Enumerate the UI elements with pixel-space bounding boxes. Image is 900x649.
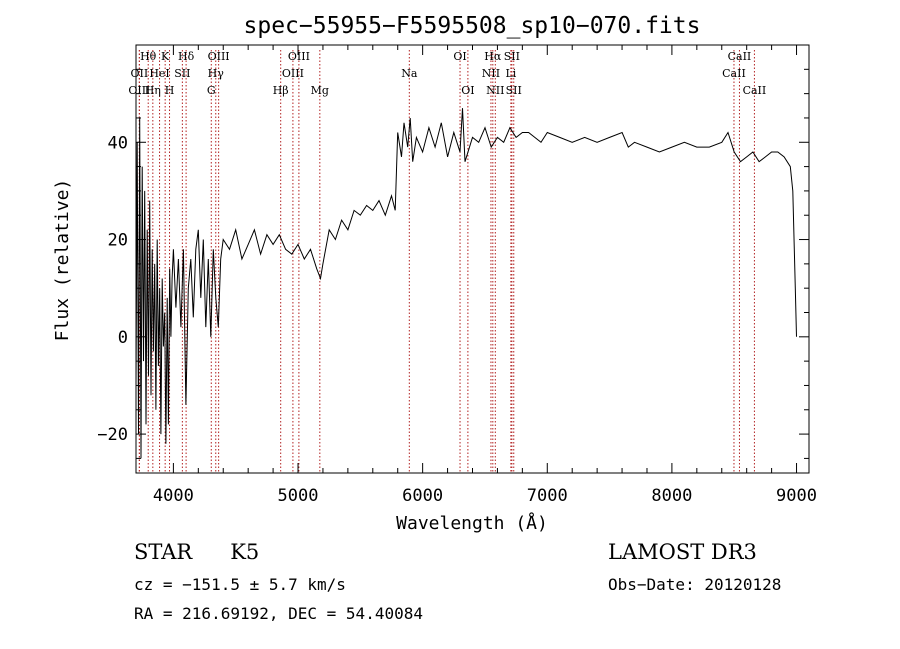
- y-axis: −20 0 20 40: [97, 68, 809, 459]
- spectrum-series-line: [135, 108, 797, 459]
- line-label-23: NII: [486, 84, 504, 97]
- line-label-25: CaII: [728, 50, 752, 63]
- x-tick-label-2: 6000: [402, 486, 443, 506]
- line-label-18: OI: [461, 84, 474, 97]
- plot-frame: [135, 44, 810, 474]
- class-label: STAR: [134, 540, 193, 564]
- y-axis-label: Flux (relative): [52, 179, 73, 342]
- line-label-21: NII: [482, 67, 500, 80]
- y-tick-label-2: 20: [108, 231, 128, 251]
- line-label-4: HeI: [149, 67, 169, 80]
- line-label-16: Na: [401, 67, 418, 80]
- spectral-class: STAR K5: [134, 540, 259, 564]
- line-label-24: SII: [506, 84, 522, 97]
- line-label-26: CaII: [722, 67, 746, 80]
- obs-date-label: Obs−Date: 20120128: [608, 575, 782, 594]
- line-label-15: Mg: [311, 84, 329, 97]
- line-label-3: K: [161, 50, 170, 63]
- line-label-22: Li: [505, 67, 516, 80]
- x-tick-label-3: 7000: [527, 486, 568, 506]
- line-label-13: OIII: [282, 67, 304, 80]
- line-label-9: OIII: [208, 50, 230, 63]
- x-axis: 4000 5000 6000 7000 8000 9000: [153, 45, 817, 506]
- line-label-1: OII: [131, 67, 149, 80]
- chart-title: spec−55955−F5595508_sp10−070.fits: [244, 13, 701, 39]
- coordinates-label: RA = 216.69192, DEC = 54.40084: [134, 604, 423, 623]
- line-label-8: H: [165, 84, 175, 97]
- line-label-17: OI: [453, 50, 466, 63]
- line-label-10: Hγ: [208, 67, 225, 80]
- emission-line-markers: [138, 50, 755, 473]
- x-tick-label-4: 8000: [651, 486, 692, 506]
- x-tick-label-0: 4000: [153, 486, 194, 506]
- line-label-6: Hδ: [178, 50, 195, 63]
- survey-label: LAMOST DR3: [608, 540, 757, 564]
- subclass-label: K5: [230, 540, 260, 564]
- line-label-11: G: [207, 84, 216, 97]
- line-label-14: Hβ: [273, 84, 289, 97]
- x-tick-label-5: 9000: [776, 486, 817, 506]
- line-label-7: SII: [174, 67, 190, 80]
- x-axis-label: Wavelength (Å): [396, 512, 548, 534]
- y-tick-label-3: 40: [108, 133, 128, 153]
- line-label-2: OIII: [128, 84, 150, 97]
- y-tick-label-0: −20: [97, 425, 128, 445]
- line-label-27: CaII: [743, 84, 767, 97]
- y-tick-label-1: 0: [118, 328, 128, 348]
- x-tick-label-1: 5000: [278, 486, 319, 506]
- emission-line-labels: Hθ OII OIII K HeI Hη Hδ SII H OIII Hγ G OIII OIII Hβ Mg…: [128, 50, 766, 97]
- line-label-0: Hθ: [140, 50, 157, 63]
- line-label-12: OIII: [288, 50, 310, 63]
- line-label-19: Hα: [484, 50, 502, 63]
- line-label-5: Hη: [145, 84, 161, 97]
- line-label-20: SII: [504, 50, 520, 63]
- redshift-label: cz = −151.5 ± 5.7 km/s: [134, 575, 346, 594]
